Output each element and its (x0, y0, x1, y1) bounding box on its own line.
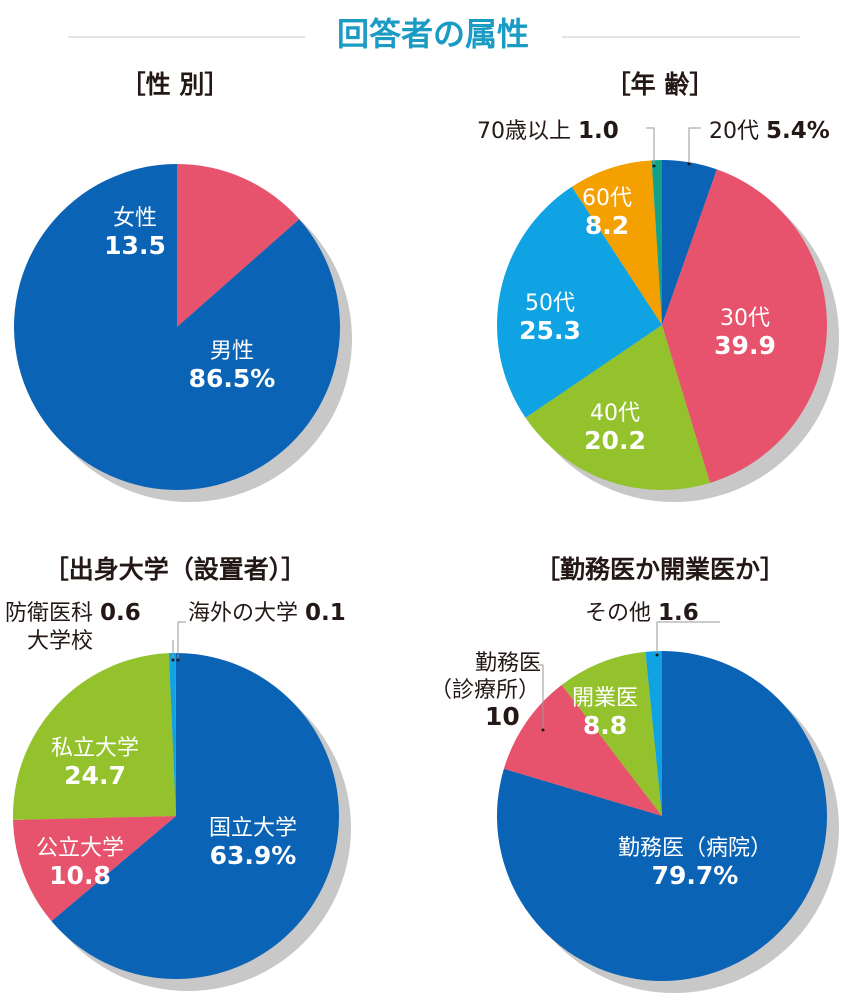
slice-name-label: 開業医 (572, 686, 638, 711)
slice-value-label: 5.4% (766, 118, 830, 144)
leader-line (657, 622, 720, 655)
slice-name-label: 勤務医（病院） (618, 836, 772, 861)
slice-name-label: 30代 (720, 306, 770, 331)
slice-outside-label: 防衛医科 0.6 (5, 600, 141, 626)
slice-outside-label: 70歳以上 1.0 (477, 118, 619, 144)
leader-dot (688, 163, 691, 166)
slice-value-label: 0.1 (305, 600, 346, 626)
chart-title-employment: ［勤務医か開業医か］ (535, 555, 785, 584)
leader-dot (172, 659, 175, 662)
slice-name-label: 海外の大学 (188, 601, 305, 626)
slice-name-label: 40代 (590, 401, 640, 426)
page-title: 回答者の属性 (337, 15, 529, 53)
slice-value-label: 8.8 (583, 711, 627, 740)
leader-line (689, 128, 701, 164)
slice-outside-label: その他 1.6 (585, 600, 699, 626)
slice-value-label: 86.5% (189, 364, 276, 393)
leader-dot (653, 165, 656, 168)
slice-outside-label: 20代 5.4% (709, 118, 830, 144)
slice-name-label: 国立大学 (209, 816, 297, 841)
slice-value-label: 24.7 (64, 761, 126, 790)
slice-name-label: 60代 (582, 186, 632, 211)
slice-value-label: 13.5 (104, 231, 166, 260)
chart-title-university: ［出身大学（設置者）］ (44, 555, 307, 584)
slice-value-label: 39.9 (714, 331, 776, 360)
slice-name-label: （診療所） (430, 678, 540, 703)
slice-value-label: 8.2 (585, 211, 629, 240)
slice-name-label: 公立大学 (36, 836, 124, 861)
chart-title-gender: ［性 別］ (121, 70, 230, 99)
respondent-attributes-figure: 回答者の属性 ［性 別］ ［年 齢］ ［出身大学（設置者）］ ［勤務医か開業医か… (0, 0, 865, 1001)
leader-dot (542, 729, 545, 732)
slice-value-label: 20.2 (584, 426, 646, 455)
slice-name-label: 50代 (525, 291, 575, 316)
slice-value-label: 0.6 (100, 600, 141, 626)
slice-value-label: 25.3 (519, 316, 581, 345)
slice-name-label: 勤務医 (475, 651, 541, 676)
slice-name-label: 防衛医科 (5, 601, 100, 626)
slice-name-label: 20代 (709, 119, 766, 144)
slice-value-label: 1.6 (658, 600, 699, 626)
slice-name-label-line2: 大学校 (27, 629, 93, 654)
slice-outside-label: 海外の大学 0.1 (188, 600, 346, 626)
slice-value-label: 79.7% (652, 861, 739, 890)
leader-dot (656, 654, 659, 657)
slice-name-label: 女性 (113, 206, 157, 231)
slice-value-label: 63.9% (210, 841, 297, 870)
slice-name-label: その他 (585, 601, 658, 626)
slice-value-label: 1.0 (578, 118, 619, 144)
slice-value-label: 10.8 (49, 861, 111, 890)
slice-name-label: 70歳以上 (477, 119, 578, 144)
slice-name-label: 私立大学 (51, 736, 139, 761)
slice-name-label: 男性 (210, 339, 254, 364)
slice-value-label: 10 (485, 702, 520, 731)
chart-title-age: ［年 齢］ (606, 70, 715, 99)
leader-dot (177, 659, 180, 662)
